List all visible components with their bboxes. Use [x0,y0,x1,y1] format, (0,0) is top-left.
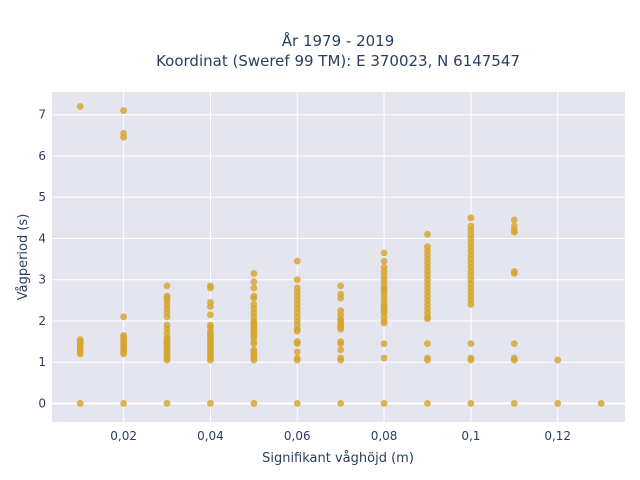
data-point-72 [250,270,258,277]
data-point-114 [293,340,301,348]
x-tick-label-3: 0,08 [371,429,398,443]
data-point-25 [163,282,171,290]
data-point-10 [120,107,128,114]
data-point-207 [467,400,475,407]
data-point-208 [510,216,518,224]
data-point-211 [510,228,518,236]
data-point-135 [337,400,345,407]
data-point-9 [76,400,84,407]
chart-title-line1: År 1979 - 2019 [282,31,395,50]
data-point-121 [337,294,345,302]
data-point-70 [207,356,214,364]
data-point-0 [76,103,84,110]
y-tick-label-3: 3 [38,273,46,287]
data-point-220 [597,400,605,407]
data-point-129 [337,325,345,333]
data-point-182 [424,400,431,407]
chart-title-line2: Koordinat (Sweref 99 TM): E 370023, N 61… [156,52,520,70]
data-point-71 [207,400,214,407]
y-tick-label-5: 5 [38,190,46,204]
data-point-23 [120,350,128,358]
data-point-216 [510,356,518,364]
data-point-134 [337,356,345,364]
data-point-179 [424,340,431,348]
data-point-50 [207,284,214,292]
x-tick-label-2: 0,06 [284,429,311,443]
data-point-115 [293,348,301,356]
x-axis-ticks: 0,02 0,04 0,06 0,08 0,1 0,12 [110,429,571,443]
data-point-13 [120,313,128,321]
y-tick-label-1: 1 [38,355,46,369]
x-tick-label-5: 0,12 [544,429,571,443]
x-tick-label-0: 0,02 [110,429,137,443]
data-point-73 [250,278,258,286]
y-tick-label-7: 7 [38,108,46,122]
y-axis-label: Vågperiod (s) [16,214,31,301]
data-point-117 [293,356,301,364]
data-point-8 [76,350,84,358]
data-points [76,103,605,407]
data-point-158 [380,400,388,407]
data-point-97 [250,356,258,364]
data-point-136 [380,249,388,257]
data-point-74 [250,284,258,292]
data-point-178 [424,315,431,323]
data-point-132 [337,346,345,354]
x-axis-label: Signifikant våghöjd (m) [262,451,414,466]
y-tick-label-6: 6 [38,149,46,163]
y-tick-label-0: 0 [38,396,46,410]
data-point-206 [467,356,475,364]
plot-background [52,92,625,422]
data-point-48 [163,400,171,407]
data-point-100 [293,276,301,284]
data-point-214 [510,340,518,348]
y-tick-label-4: 4 [38,231,46,245]
x-tick-label-1: 0,04 [197,429,224,443]
data-point-157 [380,354,388,362]
x-tick-label-4: 0,1 [461,429,480,443]
data-point-156 [380,340,388,348]
data-point-131 [337,340,345,348]
data-point-181 [424,356,431,364]
data-point-155 [380,319,388,327]
data-point-91 [250,340,258,348]
data-point-76 [250,294,258,302]
data-point-118 [293,400,301,407]
data-point-119 [337,282,345,290]
data-point-99 [293,257,301,265]
data-point-219 [554,400,562,407]
data-point-137 [380,257,388,265]
data-point-204 [467,340,475,348]
y-axis-ticks: 0 1 2 3 4 5 6 7 [38,108,46,411]
data-point-183 [467,214,475,222]
data-point-213 [510,270,518,277]
data-point-112 [293,327,301,335]
data-point-217 [510,400,518,407]
data-point-218 [554,356,562,364]
data-point-53 [207,311,214,319]
data-point-159 [424,230,431,238]
data-point-12 [120,133,128,141]
data-point-47 [163,356,171,364]
data-point-24 [120,400,128,407]
data-point-32 [163,313,171,321]
data-point-98 [250,400,258,407]
grid-lines [52,92,625,422]
data-point-203 [467,301,475,308]
y-tick-label-2: 2 [38,314,46,328]
data-point-52 [207,303,214,310]
